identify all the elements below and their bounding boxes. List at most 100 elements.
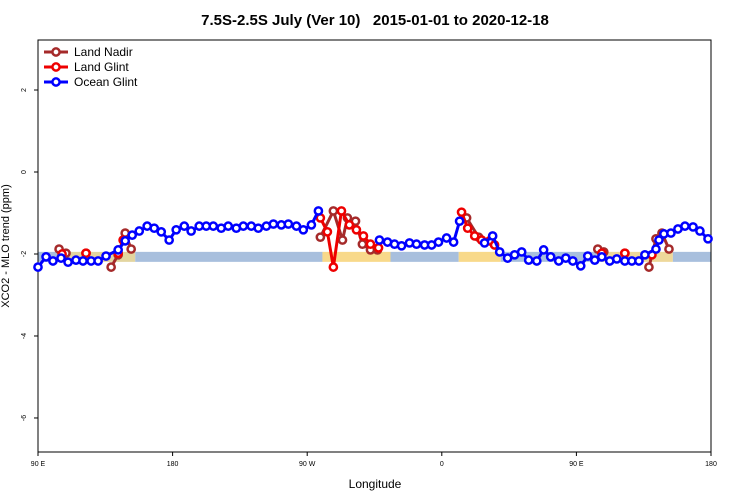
series-marker	[654, 235, 664, 245]
series-marker	[358, 231, 369, 241]
series-marker	[113, 245, 124, 255]
series-marker	[575, 261, 586, 271]
series-marker	[479, 238, 490, 248]
series-marker	[494, 247, 505, 257]
series-marker	[545, 252, 556, 262]
series-marker	[695, 226, 705, 236]
series-marker	[596, 252, 607, 262]
y-tick-label: -4	[21, 333, 28, 339]
series-marker	[127, 230, 138, 240]
legend-label: Land Glint	[74, 60, 129, 74]
series-marker	[101, 251, 111, 261]
x-tick-label: 180	[705, 461, 717, 468]
x-axis-label: Longitude	[349, 477, 402, 491]
series-marker	[487, 231, 498, 241]
series-marker	[298, 224, 309, 235]
x-tick-label: 90 E	[569, 461, 584, 468]
series-marker	[268, 219, 279, 229]
legend-label: Land Nadir	[74, 45, 133, 59]
surface-band	[672, 251, 711, 262]
series-marker	[306, 220, 317, 230]
series-marker	[81, 248, 91, 259]
series-marker	[567, 256, 578, 266]
x-tick-label: 0	[440, 461, 444, 468]
series-marker	[644, 262, 654, 272]
series-marker	[516, 247, 527, 257]
series-marker	[680, 221, 690, 231]
series-marker	[253, 223, 264, 234]
legend-marker	[51, 77, 61, 87]
series-marker	[328, 262, 339, 272]
series-marker	[322, 227, 333, 237]
surface-band	[322, 251, 391, 262]
series-marker	[456, 207, 467, 218]
series-marker	[441, 233, 452, 243]
series-marker	[373, 242, 384, 253]
y-axis-label: XCO2 - MLO trend (ppm)	[0, 184, 12, 307]
series-marker	[640, 249, 650, 260]
series-marker	[63, 257, 73, 268]
series-marker	[283, 219, 294, 229]
series-marker	[149, 223, 160, 234]
series-marker	[454, 216, 465, 227]
series-marker	[337, 235, 348, 245]
series-marker	[462, 223, 473, 234]
y-tick-label: 0	[21, 170, 28, 174]
series-marker	[365, 239, 376, 250]
surface-band	[390, 251, 459, 262]
series-marker	[315, 232, 326, 243]
series-marker	[78, 256, 88, 266]
series-marker	[313, 206, 324, 216]
series-marker	[179, 221, 190, 231]
surface-band	[135, 251, 323, 262]
series-marker	[291, 221, 302, 231]
series-marker	[238, 221, 249, 231]
y-tick-label: 2	[21, 88, 28, 92]
series-marker	[582, 251, 593, 261]
series-marker	[469, 231, 480, 241]
series-marker	[106, 262, 116, 272]
x-tick-label: 90 E	[31, 461, 46, 468]
series-marker	[538, 245, 549, 255]
series-marker	[374, 235, 385, 245]
series-marker	[448, 237, 459, 247]
series-marker	[93, 256, 103, 266]
series-marker	[164, 235, 175, 245]
series-marker	[223, 221, 234, 231]
x-tick-label: 180	[167, 461, 179, 468]
series-marker	[351, 224, 362, 235]
series-marker	[396, 240, 407, 251]
series-marker	[336, 206, 347, 216]
series-marker	[688, 222, 698, 232]
series-marker	[666, 228, 676, 238]
y-tick-label: -2	[21, 251, 28, 257]
series-marker	[126, 244, 137, 254]
series-marker	[344, 220, 355, 230]
series-marker	[651, 244, 661, 254]
series-marker	[611, 254, 622, 264]
series-marker	[433, 237, 444, 247]
series-marker	[33, 262, 43, 272]
series-marker	[120, 236, 131, 246]
series-marker	[156, 227, 167, 237]
plot-frame	[37, 39, 712, 453]
legend-label: Ocean Glint	[74, 75, 138, 89]
series-marker	[208, 221, 219, 231]
legend-marker	[51, 47, 61, 57]
series-marker	[328, 206, 339, 216]
x-tick-label: 90 W	[299, 461, 316, 468]
series-marker	[134, 226, 145, 236]
y-tick-label: -6	[21, 415, 28, 421]
series-marker	[186, 226, 196, 236]
series-marker	[411, 239, 422, 250]
series-marker	[703, 233, 713, 244]
chart-title: 7.5S-2.5S July (Ver 10) 2015-01-01 to 20…	[201, 12, 549, 29]
series-marker	[41, 252, 51, 262]
series-marker	[357, 239, 368, 250]
series-marker	[171, 224, 182, 235]
series-marker	[48, 256, 58, 266]
series-marker	[664, 244, 674, 254]
series-marker	[523, 255, 534, 265]
series-marker	[634, 256, 644, 266]
